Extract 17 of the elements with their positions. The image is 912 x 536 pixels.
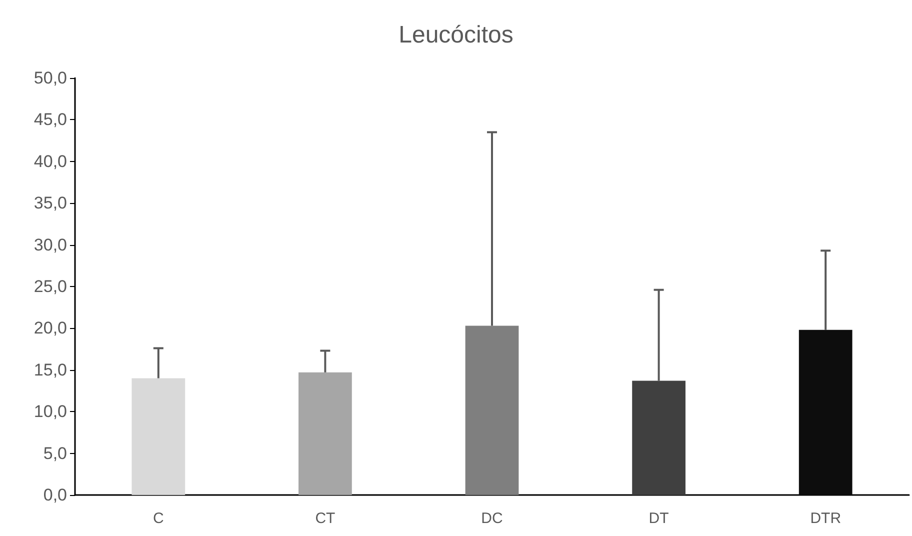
y-tick-label: 50,0 [34,68,67,88]
x-tick-label: DC [481,510,503,527]
y-tick-label: 0,0 [43,486,67,504]
x-tick-label: DT [648,510,669,527]
y-tick-label: 15,0 [34,360,67,380]
x-tick-label: CT [315,510,336,527]
x-tick-label: C [152,510,164,527]
y-tick-label: 5,0 [43,444,67,463]
y-tick-label: 45,0 [34,110,67,130]
y-tick-label: 40,0 [34,152,67,171]
x-tick-label: DTR [810,510,842,527]
y-tick-label: 30,0 [34,235,67,254]
y-tick-label: 35,0 [34,194,67,213]
y-tick-label: 25,0 [34,277,67,296]
y-tick-label: 10,0 [34,402,67,422]
chart-title: Leucócitos [398,22,514,48]
y-tick-label: 20,0 [34,318,67,338]
